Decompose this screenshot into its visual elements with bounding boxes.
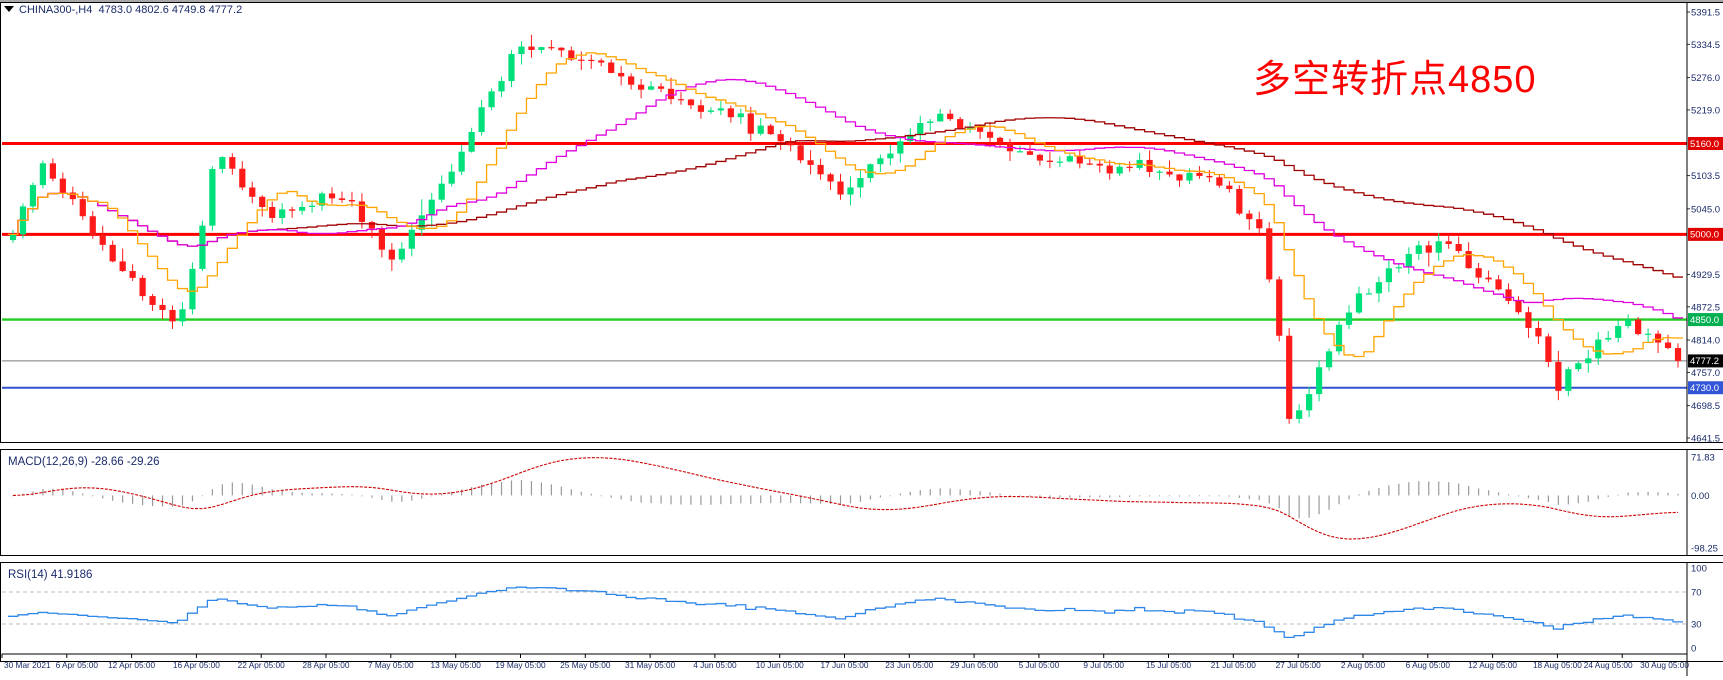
svg-text:24 Aug 05:00: 24 Aug 05:00 (1584, 660, 1633, 670)
svg-text:9 Jul 05:00: 9 Jul 05:00 (1083, 660, 1124, 670)
svg-text:-98.25: -98.25 (1691, 544, 1718, 555)
svg-text:12 Aug 05:00: 12 Aug 05:00 (1468, 660, 1517, 670)
svg-text:15 Jul 05:00: 15 Jul 05:00 (1146, 660, 1192, 670)
svg-text:30 Aug 05:00: 30 Aug 05:00 (1640, 660, 1689, 670)
svg-text:19 May 05:00: 19 May 05:00 (495, 660, 546, 670)
svg-text:21 Jul 05:00: 21 Jul 05:00 (1211, 660, 1257, 670)
svg-text:100: 100 (1691, 564, 1707, 575)
svg-text:4850.0: 4850.0 (1690, 315, 1719, 326)
svg-text:4 Jun 05:00: 4 Jun 05:00 (693, 660, 737, 670)
svg-text:5 Jul 05:00: 5 Jul 05:00 (1019, 660, 1060, 670)
svg-text:7 May 05:00: 7 May 05:00 (368, 660, 414, 670)
svg-text:16 Apr 05:00: 16 Apr 05:00 (173, 660, 220, 670)
svg-text:4698.5: 4698.5 (1691, 401, 1720, 412)
svg-text:30: 30 (1691, 620, 1702, 631)
svg-text:4872.5: 4872.5 (1691, 302, 1720, 313)
svg-text:5103.5: 5103.5 (1691, 171, 1720, 182)
svg-text:27 Jul 05:00: 27 Jul 05:00 (1276, 660, 1322, 670)
svg-text:23 Jun 05:00: 23 Jun 05:00 (885, 660, 933, 670)
svg-text:71.83: 71.83 (1691, 453, 1715, 464)
svg-text:MACD(12,26,9) -28.66 -29.26: MACD(12,26,9) -28.66 -29.26 (8, 456, 160, 468)
svg-text:70: 70 (1691, 588, 1702, 599)
svg-text:4757.0: 4757.0 (1691, 368, 1720, 379)
svg-text:6 Apr 05:00: 6 Apr 05:00 (56, 660, 99, 670)
svg-text:5000.0: 5000.0 (1690, 230, 1719, 241)
svg-text:5276.0: 5276.0 (1691, 73, 1720, 84)
svg-text:RSI(14) 41.9186: RSI(14) 41.9186 (8, 569, 92, 581)
svg-text:2 Aug 05:00: 2 Aug 05:00 (1341, 660, 1386, 670)
svg-text:5045.0: 5045.0 (1691, 204, 1720, 215)
svg-text:0.00: 0.00 (1691, 491, 1710, 502)
svg-text:5160.0: 5160.0 (1690, 139, 1719, 150)
svg-text:0: 0 (1691, 644, 1696, 655)
svg-text:4929.5: 4929.5 (1691, 270, 1720, 281)
svg-text:17 Jun 05:00: 17 Jun 05:00 (821, 660, 869, 670)
svg-text:4730.0: 4730.0 (1690, 383, 1719, 394)
svg-text:25 May 05:00: 25 May 05:00 (560, 660, 611, 670)
svg-text:5219.0: 5219.0 (1691, 105, 1720, 116)
svg-text:22 Apr 05:00: 22 Apr 05:00 (238, 660, 285, 670)
svg-text:12 Apr 05:00: 12 Apr 05:00 (108, 660, 155, 670)
svg-text:4641.5: 4641.5 (1691, 434, 1720, 444)
svg-text:13 May 05:00: 13 May 05:00 (431, 660, 482, 670)
svg-text:28 Apr 05:00: 28 Apr 05:00 (302, 660, 349, 670)
svg-text:4814.0: 4814.0 (1691, 336, 1720, 347)
svg-text:31 May 05:00: 31 May 05:00 (625, 660, 676, 670)
svg-text:10 Jun 05:00: 10 Jun 05:00 (756, 660, 804, 670)
svg-text:18 Aug 05:00: 18 Aug 05:00 (1533, 660, 1582, 670)
svg-text:6 Aug 05:00: 6 Aug 05:00 (1406, 660, 1451, 670)
svg-text:4777.2: 4777.2 (1690, 356, 1719, 367)
svg-text:30 Mar 2021: 30 Mar 2021 (4, 660, 51, 670)
svg-text:5391.5: 5391.5 (1691, 8, 1720, 19)
svg-text:5334.5: 5334.5 (1691, 40, 1720, 51)
svg-text:29 Jun 05:00: 29 Jun 05:00 (950, 660, 998, 670)
